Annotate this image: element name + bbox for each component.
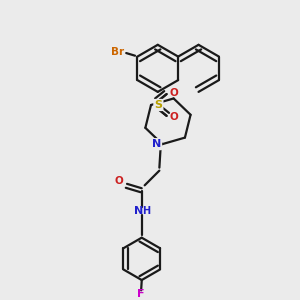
Text: F: F	[137, 289, 145, 299]
Text: S: S	[154, 100, 162, 110]
Text: Br: Br	[111, 47, 124, 57]
Text: O: O	[169, 88, 178, 98]
Text: N: N	[134, 206, 143, 216]
Text: N: N	[152, 139, 161, 149]
Text: O: O	[115, 176, 123, 186]
Text: O: O	[169, 112, 178, 122]
Text: H: H	[142, 206, 151, 216]
